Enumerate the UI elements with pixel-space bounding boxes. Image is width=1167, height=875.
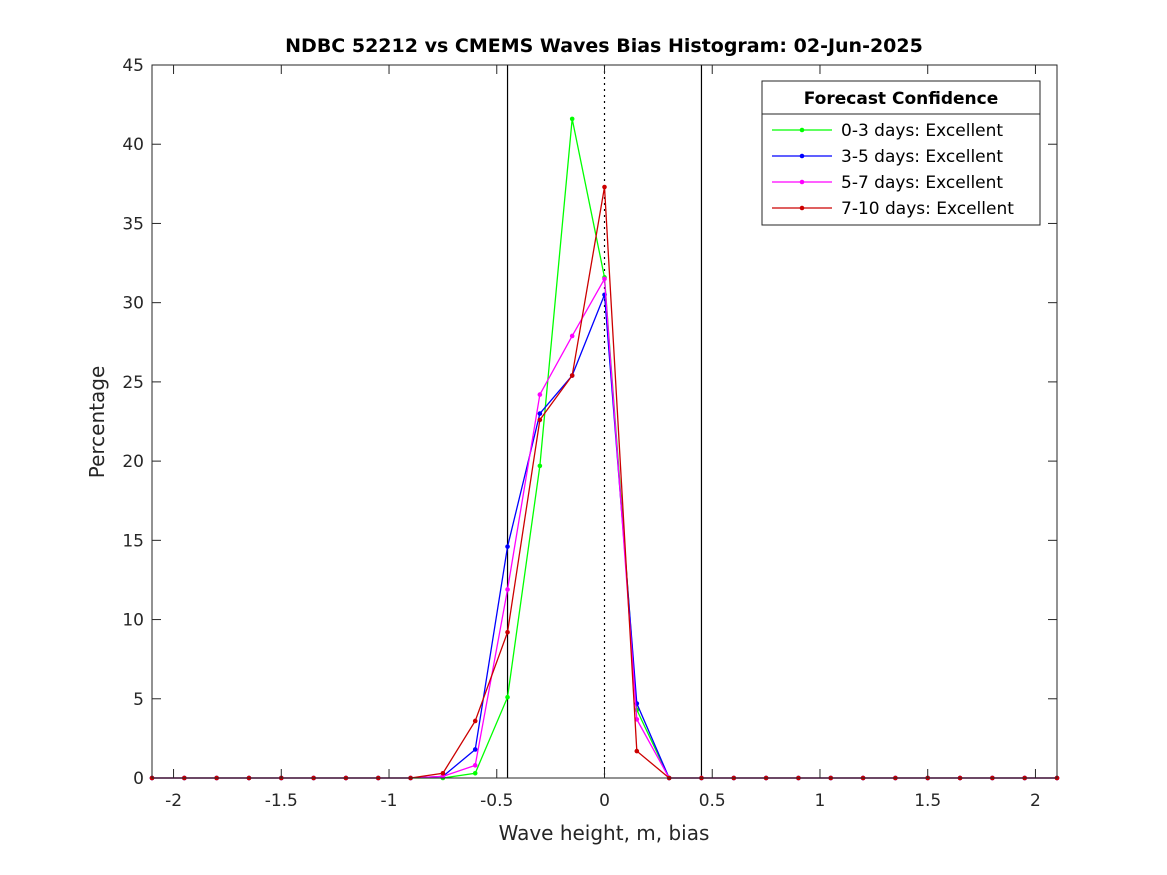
x-tick-label: 1.5 bbox=[914, 791, 941, 811]
data-point bbox=[634, 748, 640, 754]
legend-box bbox=[761, 80, 1041, 226]
y-tick-label: 5 bbox=[133, 690, 144, 710]
data-point bbox=[440, 770, 446, 776]
y-tick-label: 30 bbox=[122, 294, 144, 314]
x-tick-label: -1 bbox=[381, 791, 398, 811]
legend-marker bbox=[799, 127, 805, 133]
data-point bbox=[505, 694, 510, 700]
data-point bbox=[569, 116, 575, 122]
legend-label: 7-10 days: Excellent bbox=[841, 199, 1014, 219]
reference-lines bbox=[506, 65, 703, 778]
legend: Forecast Confidence 0-3 days: Excellent 3… bbox=[761, 80, 1041, 226]
legend-marker bbox=[799, 179, 805, 185]
legend-entry-3: 5-7 days: Excellent bbox=[772, 173, 1003, 193]
y-tick-label: 10 bbox=[122, 611, 144, 631]
data-point bbox=[472, 718, 478, 724]
legend-entry-1: 0-3 days: Excellent bbox=[772, 121, 1003, 141]
data-point bbox=[505, 544, 510, 549]
data-point bbox=[602, 184, 607, 190]
y-tick-label: 15 bbox=[122, 531, 144, 551]
y-tick-label: 20 bbox=[122, 452, 144, 472]
x-tick-label: -0.5 bbox=[480, 791, 513, 811]
data-point bbox=[472, 763, 478, 768]
x-tick-label: 2 bbox=[1030, 791, 1041, 811]
y-tick-label: 35 bbox=[122, 214, 144, 234]
x-tick-label: -1.5 bbox=[265, 791, 298, 811]
data-point bbox=[569, 373, 575, 378]
legend-title: Forecast Confidence bbox=[804, 89, 999, 109]
legend-entry-2: 3-5 days: Excellent bbox=[772, 147, 1003, 167]
y-tick-label: 25 bbox=[122, 373, 144, 393]
x-tick-label: 1 bbox=[815, 791, 826, 811]
data-point bbox=[472, 770, 478, 776]
y-axis-ticks: 0 5 10 15 20 25 30 35 40 45 bbox=[122, 56, 1057, 789]
legend-marker bbox=[799, 153, 805, 159]
y-axis-label: Percentage bbox=[85, 366, 109, 479]
data-point bbox=[537, 463, 543, 469]
x-axis-ticks: -2 -1.5 -1 -0.5 0 0.5 1 1.5 2 bbox=[165, 65, 1041, 811]
y-tick-label: 45 bbox=[122, 56, 144, 76]
data-point bbox=[602, 276, 607, 282]
y-tick-label: 0 bbox=[133, 769, 144, 789]
legend-marker bbox=[799, 205, 805, 211]
legend-label: 0-3 days: Excellent bbox=[841, 121, 1003, 141]
data-point bbox=[569, 333, 575, 339]
y-tick-label: 40 bbox=[122, 135, 144, 155]
data-point bbox=[537, 392, 543, 397]
legend-label: 3-5 days: Excellent bbox=[841, 147, 1003, 167]
data-point bbox=[537, 417, 543, 423]
legend-entry-4: 7-10 days: Excellent bbox=[772, 199, 1014, 219]
legend-label: 5-7 days: Excellent bbox=[841, 173, 1003, 193]
x-tick-label: 0.5 bbox=[699, 791, 726, 811]
x-axis-label: Wave height, m, bias bbox=[499, 821, 710, 845]
x-tick-label: -2 bbox=[165, 791, 182, 811]
chart-title: NDBC 52212 vs CMEMS Waves Bias Histogram… bbox=[285, 35, 923, 57]
data-point bbox=[537, 411, 543, 416]
data-point bbox=[472, 747, 478, 752]
data-point bbox=[505, 629, 510, 635]
x-tick-label: 0 bbox=[599, 791, 610, 811]
data-point bbox=[505, 587, 510, 592]
legend-entries: 0-3 days: Excellent 3-5 days: Excellent 5-… bbox=[772, 121, 1014, 219]
